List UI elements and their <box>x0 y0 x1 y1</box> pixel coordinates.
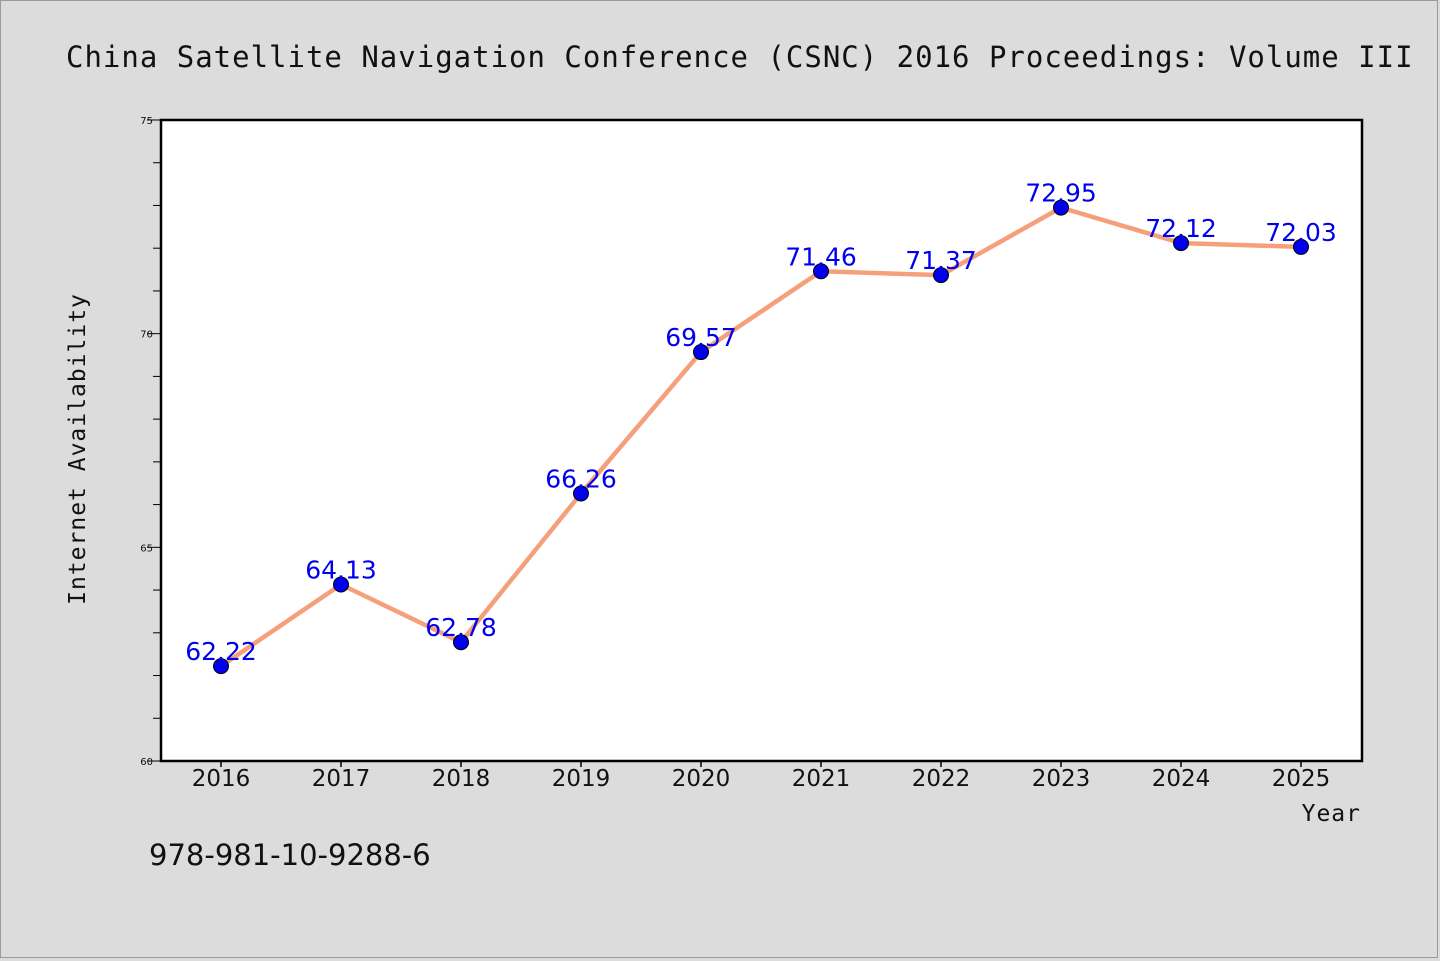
data-point <box>1173 235 1189 252</box>
x-tick-label: 2019 <box>552 766 611 792</box>
x-tick-label: 2020 <box>672 766 731 792</box>
data-point <box>333 576 349 593</box>
y-axis-label: Internet Availability <box>65 293 91 605</box>
data-label: 64.13 <box>305 556 377 585</box>
x-tick-label: 2016 <box>192 766 251 792</box>
data-point <box>1053 199 1069 216</box>
x-axis-ticks: 2016 2017 2018 2019 2020 2021 2022 2023 2024 2025 <box>192 761 1331 792</box>
series-line <box>219 205 1302 668</box>
data-label: 72.95 <box>1025 179 1097 208</box>
data-point <box>453 634 469 651</box>
y-tick-label: 70 <box>140 330 153 341</box>
x-tick-label: 2024 <box>1152 766 1211 792</box>
chart-title: China Satellite Navigation Conference (C… <box>66 40 1414 74</box>
x-tick-label: 2025 <box>1272 766 1331 792</box>
data-label: 71.46 <box>785 242 857 271</box>
data-label: 72.12 <box>1145 214 1217 243</box>
data-point <box>813 263 829 280</box>
data-point <box>573 485 589 502</box>
data-label: 66.26 <box>545 464 617 493</box>
y-tick-label: 65 <box>140 543 153 554</box>
isbn-text: 978-981-10-9288-6 <box>149 838 431 872</box>
x-tick-label: 2021 <box>792 766 851 792</box>
data-label: 69.57 <box>665 323 737 352</box>
data-point <box>933 267 949 284</box>
data-point <box>213 658 229 675</box>
x-tick-label: 2022 <box>912 766 971 792</box>
data-label: 71.37 <box>905 246 977 275</box>
data-label: 72.03 <box>1265 218 1337 247</box>
y-tick-label: 75 <box>140 116 153 127</box>
y-axis-ticks: 60 65 70 75 <box>140 116 161 768</box>
data-label: 62.78 <box>425 613 497 642</box>
series-group: 62.22 64.13 62.78 66.26 69.57 71.46 71.37 72.95… <box>185 179 1337 675</box>
x-tick-label: 2023 <box>1032 766 1091 792</box>
x-axis-label: Year <box>1302 801 1361 827</box>
x-tick-label: 2017 <box>312 766 371 792</box>
data-label: 62.22 <box>185 637 257 666</box>
data-point <box>693 344 709 361</box>
x-tick-label: 2018 <box>432 766 491 792</box>
y-tick-label: 60 <box>140 757 153 768</box>
plot-area <box>159 118 1364 763</box>
data-point <box>1293 238 1309 255</box>
